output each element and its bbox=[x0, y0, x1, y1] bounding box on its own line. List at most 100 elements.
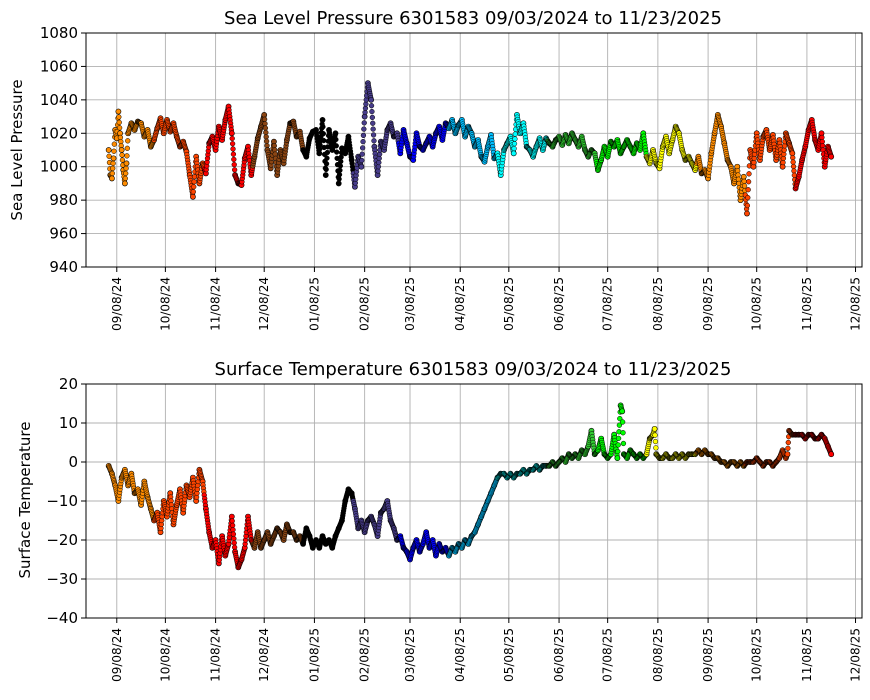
pressure-data-point bbox=[228, 130, 235, 137]
pressure-data-point bbox=[745, 187, 751, 193]
pressure-ytick-label: 1000 bbox=[40, 158, 78, 176]
pressure-panel: Sea Level Pressure 6301583 09/03/2024 to… bbox=[8, 8, 863, 331]
pressure-data-point bbox=[321, 137, 327, 144]
pressure-data-point bbox=[510, 150, 517, 157]
pressure-data-point bbox=[231, 167, 238, 173]
temperature-data-point bbox=[619, 419, 626, 425]
pressure-data-point bbox=[360, 138, 366, 145]
temperature-xtick-label: 08/08/25 bbox=[651, 628, 665, 682]
pressure-data-point bbox=[123, 170, 129, 177]
pressure-points bbox=[105, 80, 835, 217]
temperature-data-point bbox=[230, 527, 236, 533]
pressure-data-point bbox=[105, 147, 112, 153]
pressure-xtick-label: 11/08/24 bbox=[209, 277, 223, 331]
pressure-data-point bbox=[123, 160, 130, 167]
temperature-data-point bbox=[785, 445, 791, 452]
pressure-xtick-label: 05/08/25 bbox=[502, 277, 516, 331]
temperature-ytick-label: −30 bbox=[46, 570, 78, 588]
temperature-data-point bbox=[231, 535, 237, 542]
pressure-data-point bbox=[360, 132, 367, 139]
pressure-xtick-label: 04/08/25 bbox=[453, 277, 467, 331]
pressure-data-point bbox=[338, 158, 344, 165]
temperature-axes: −40 −30 −20 −10 0 10 20 09/08/24 10/08/24 11/08/2… bbox=[46, 375, 862, 682]
pressure-data-point bbox=[336, 172, 343, 178]
pressure-ytick-label: 960 bbox=[49, 225, 78, 243]
pressure-data-point bbox=[371, 138, 377, 144]
temperature-data-point bbox=[615, 448, 621, 455]
pressure-data-point bbox=[370, 132, 377, 138]
temperature-panel: Surface Temperature 6301583 09/03/2024 t… bbox=[16, 359, 863, 682]
pressure-data-point bbox=[370, 126, 376, 132]
pressure-data-point bbox=[111, 148, 117, 154]
pressure-data-point bbox=[361, 126, 367, 132]
pressure-data-point bbox=[370, 120, 376, 126]
pressure-data-point bbox=[359, 151, 365, 157]
pressure-xtick-label: 03/08/25 bbox=[403, 277, 417, 331]
pressure-data-point bbox=[323, 161, 330, 167]
temperature-ylabel: Surface Temperature bbox=[16, 422, 34, 579]
pressure-ytick-label: 1020 bbox=[40, 124, 78, 142]
pressure-data-point bbox=[741, 183, 748, 189]
pressure-data-point bbox=[359, 157, 365, 164]
temperature-ytick-label: 10 bbox=[59, 414, 78, 432]
pressure-data-point bbox=[229, 135, 235, 142]
pressure-xtick-label: 06/08/25 bbox=[552, 277, 566, 331]
temperature-data-point bbox=[231, 540, 237, 546]
pressure-data-point bbox=[790, 155, 796, 161]
pressure-grid bbox=[86, 32, 862, 268]
pressure-data-point bbox=[512, 136, 518, 142]
pressure-data-point bbox=[124, 145, 130, 151]
temperature-ytick-label: 20 bbox=[59, 375, 78, 393]
temperature-xtick-label: 04/08/25 bbox=[453, 628, 467, 682]
temperature-data-point bbox=[230, 531, 237, 537]
pressure-ytick-label: 980 bbox=[49, 191, 78, 209]
pressure-data-point bbox=[322, 172, 329, 178]
pressure-data-point bbox=[122, 175, 128, 182]
pressure-data-point bbox=[511, 141, 518, 147]
temperature-xtick-label: 11/08/24 bbox=[209, 628, 223, 682]
pressure-data-point bbox=[368, 96, 375, 103]
pressure-data-point bbox=[333, 136, 339, 143]
pressure-data-point bbox=[320, 131, 326, 137]
temperature-data-point bbox=[615, 442, 621, 448]
temperature-data-point bbox=[229, 518, 235, 524]
pressure-data-point bbox=[116, 125, 123, 131]
temperature-data-point bbox=[229, 522, 236, 529]
temperature-xtick-label: 11/08/25 bbox=[800, 628, 814, 682]
temperature-xtick-label: 05/08/25 bbox=[502, 628, 516, 682]
temperature-data-point bbox=[614, 455, 621, 461]
pressure-data-point bbox=[512, 131, 518, 137]
pressure-data-point bbox=[231, 161, 237, 168]
pressure-data-point bbox=[332, 130, 339, 137]
temperature-data-point bbox=[652, 432, 658, 438]
pressure-xtick-label: 11/08/25 bbox=[800, 277, 814, 331]
pressure-data-point bbox=[790, 163, 797, 170]
temperature-ytick-label: −20 bbox=[46, 531, 78, 549]
pressure-data-point bbox=[110, 160, 116, 167]
pressure-data-point bbox=[511, 145, 517, 152]
temperature-ytick-label: 0 bbox=[68, 453, 78, 471]
pressure-data-point bbox=[115, 108, 122, 115]
pressure-ytick-label: 940 bbox=[49, 258, 78, 276]
pressure-data-point bbox=[263, 134, 269, 140]
pressure-data-point bbox=[337, 167, 343, 173]
temperature-data-point bbox=[651, 425, 658, 432]
pressure-data-point bbox=[740, 173, 747, 180]
pressure-data-point bbox=[791, 168, 797, 174]
pressure-data-point bbox=[191, 184, 197, 190]
pressure-data-point bbox=[231, 156, 237, 163]
pressure-xtick-label: 08/08/25 bbox=[651, 277, 665, 331]
pressure-xtick-label: 07/08/25 bbox=[601, 277, 615, 331]
temperature-xtick-label: 07/08/25 bbox=[601, 628, 615, 682]
temperature-data-point bbox=[784, 451, 791, 458]
temperature-xtick-label: 12/08/25 bbox=[849, 628, 863, 682]
pressure-data-point bbox=[229, 141, 236, 147]
pressure-data-point bbox=[368, 103, 375, 109]
pressure-data-point bbox=[745, 179, 752, 185]
pressure-xtick-label: 09/08/24 bbox=[110, 277, 124, 331]
pressure-data-point bbox=[263, 129, 269, 136]
pressure-data-point bbox=[744, 210, 750, 217]
pressure-data-point bbox=[119, 152, 125, 158]
pressure-data-point bbox=[320, 124, 326, 130]
pressure-data-point bbox=[111, 141, 118, 147]
